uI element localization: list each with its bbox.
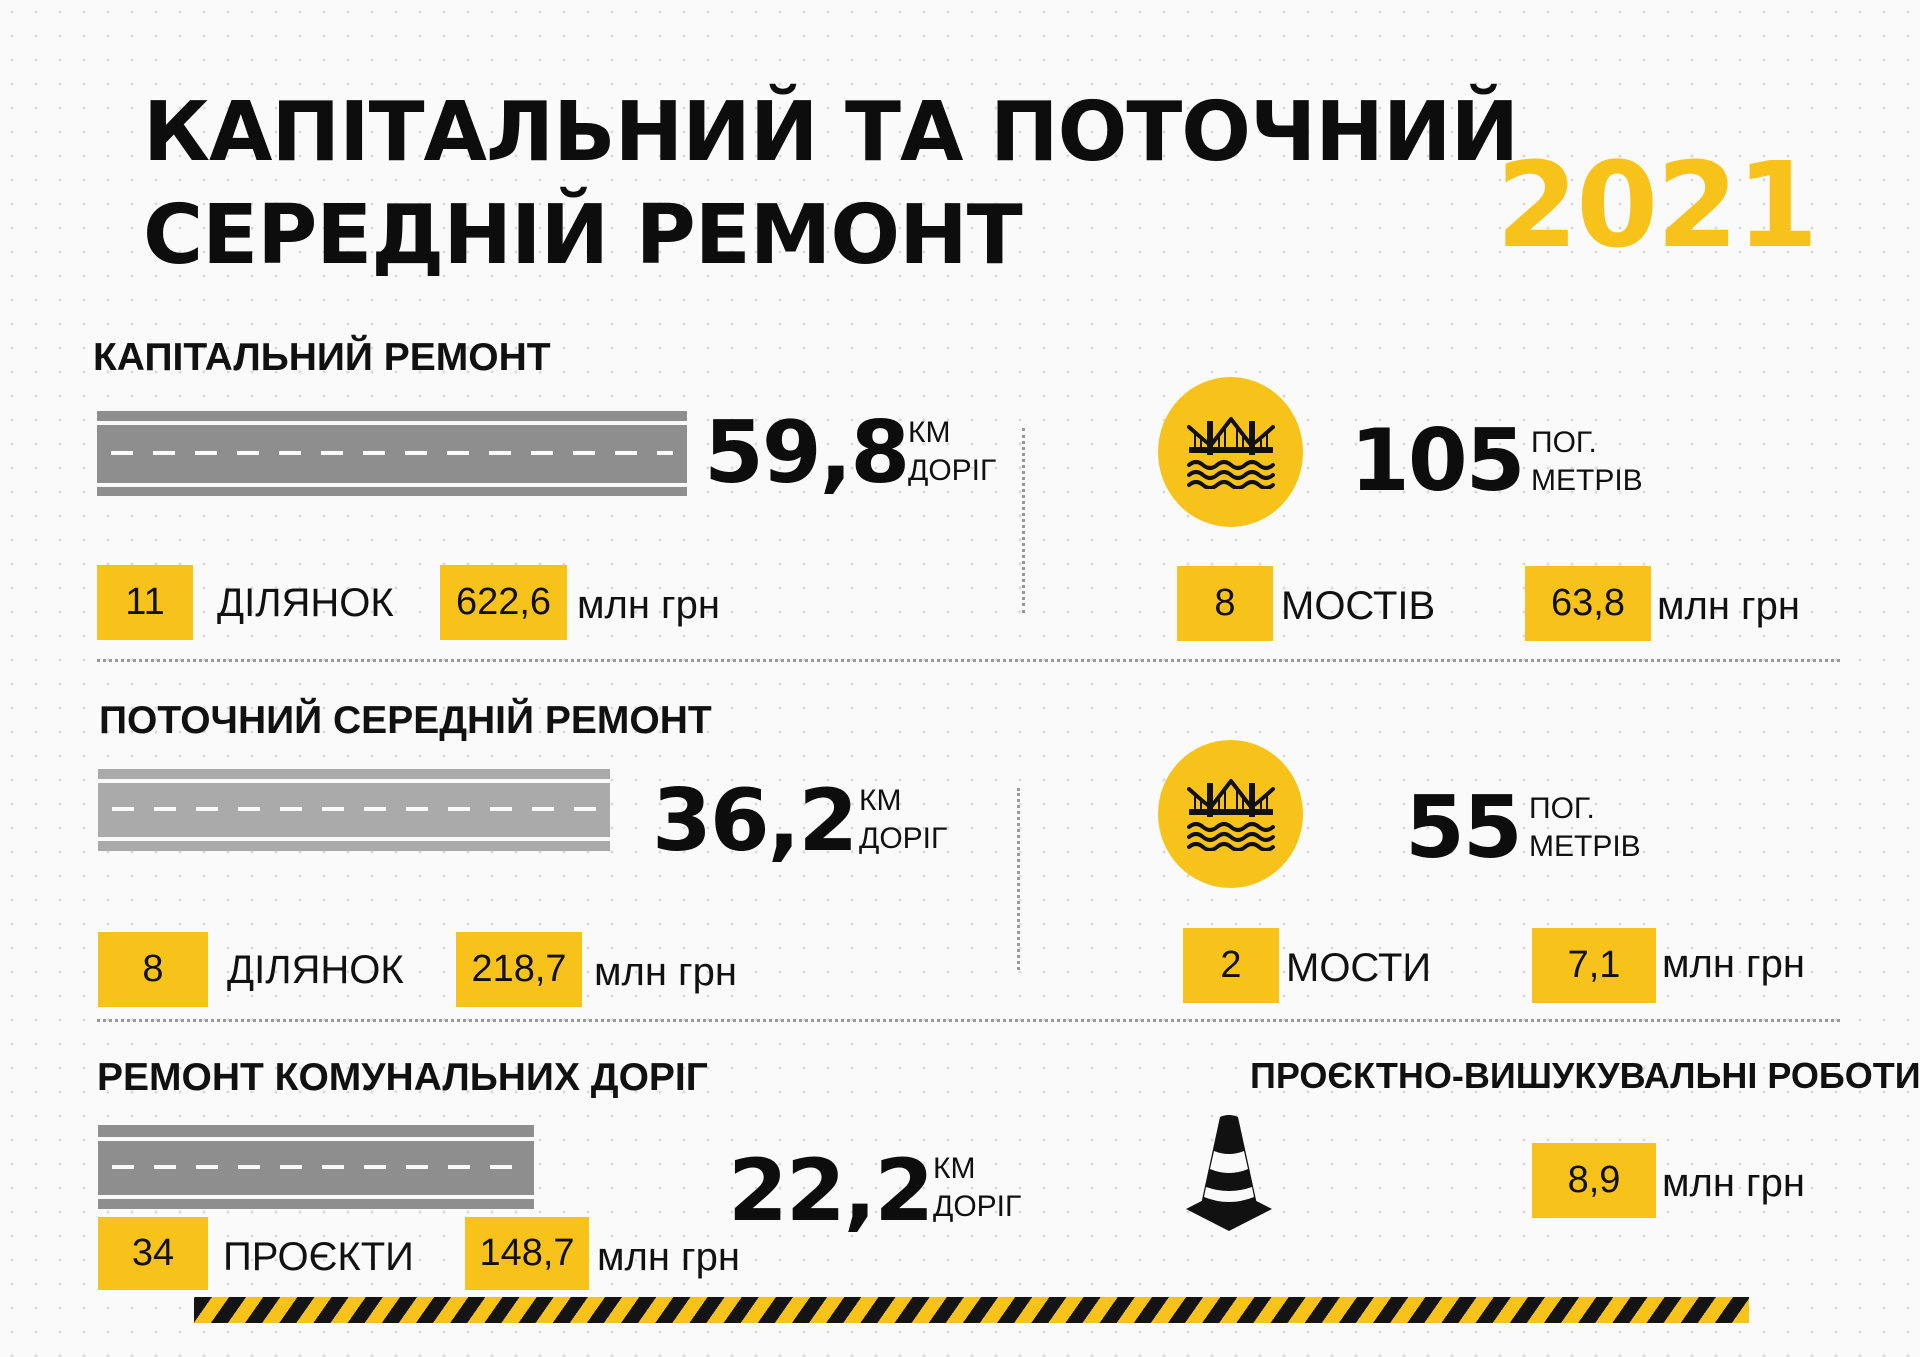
unit-linear: ПОГ. bbox=[1529, 792, 1595, 825]
communal-projects-cost-badge: 148,7 bbox=[465, 1217, 589, 1290]
unit-roads: ДОРІГ bbox=[908, 454, 997, 487]
traffic-cone-icon bbox=[1180, 1113, 1278, 1233]
current-bridges-count-badge: 2 bbox=[1183, 928, 1279, 1003]
current-sites-label: ДІЛЯНОК bbox=[227, 948, 404, 992]
page-title-line-2: СЕРЕДНІЙ РЕМОНТ bbox=[143, 188, 1023, 283]
current-sites-count-badge: 8 bbox=[98, 932, 208, 1007]
road-graphic bbox=[97, 411, 687, 496]
unit-meters: МЕТРІВ bbox=[1531, 464, 1643, 497]
communal-road-km-value: 22,2 bbox=[728, 1141, 934, 1241]
current-bridge-meters-value: 55 bbox=[1405, 778, 1523, 878]
capital-bridges-label: МОСТІВ bbox=[1281, 584, 1436, 628]
unit-km: КМ bbox=[908, 416, 951, 449]
unit-km: КМ bbox=[933, 1152, 976, 1185]
section-heading-capital: КАПІТАЛЬНИЙ РЕМОНТ bbox=[93, 336, 551, 379]
capital-bridges-count-badge: 8 bbox=[1177, 566, 1273, 641]
section-heading-current: ПОТОЧНИЙ СЕРЕДНІЙ РЕМОНТ bbox=[99, 699, 712, 742]
capital-road-km-unit: КМ ДОРІГ bbox=[908, 414, 996, 490]
capital-sites-label: ДІЛЯНОК bbox=[217, 581, 394, 625]
bridge-icon bbox=[1186, 417, 1275, 489]
communal-projects-cost-unit: млн грн bbox=[597, 1235, 740, 1279]
capital-road-km-value: 59,8 bbox=[704, 403, 910, 503]
communal-projects-count-badge: 34 bbox=[98, 1217, 208, 1290]
capital-sites-cost-badge: 622,6 bbox=[440, 565, 567, 640]
capital-sites-count-badge: 11 bbox=[97, 565, 193, 640]
current-bridges-cost-badge: 7,1 bbox=[1532, 928, 1656, 1003]
communal-projects-label: ПРОЄКТИ bbox=[223, 1235, 414, 1279]
bridge-badge bbox=[1158, 377, 1303, 527]
current-road-km-unit: КМ ДОРІГ bbox=[859, 782, 947, 858]
current-road-km-value: 36,2 bbox=[652, 771, 858, 871]
design-cost-unit: млн грн bbox=[1662, 1161, 1805, 1205]
capital-sites-cost-unit: млн грн bbox=[577, 583, 720, 627]
road-graphic bbox=[98, 1125, 534, 1209]
current-sites-cost-unit: млн грн bbox=[594, 950, 737, 994]
section-divider bbox=[97, 1019, 1840, 1022]
bridge-icon bbox=[1186, 779, 1275, 851]
capital-bridges-cost-unit: млн грн bbox=[1657, 584, 1800, 628]
unit-roads: ДОРІГ bbox=[933, 1190, 1022, 1223]
design-cost-badge: 8,9 bbox=[1532, 1143, 1656, 1218]
bridge-badge bbox=[1158, 740, 1303, 888]
unit-km: КМ bbox=[859, 784, 902, 817]
road-graphic bbox=[98, 769, 610, 851]
capital-bridge-meters-unit: ПОГ. МЕТРІВ bbox=[1531, 424, 1643, 500]
capital-bridge-meters-value: 105 bbox=[1350, 411, 1526, 511]
current-bridges-label: МОСТИ bbox=[1286, 946, 1432, 990]
current-sites-cost-badge: 218,7 bbox=[456, 932, 582, 1007]
unit-roads: ДОРІГ bbox=[859, 822, 948, 855]
capital-bridges-cost-badge: 63,8 bbox=[1525, 566, 1651, 641]
hazard-stripe bbox=[194, 1297, 1749, 1323]
section-heading-design: ПРОЄКТНО-ВИШУКУВАЛЬНІ РОБОТИ bbox=[1250, 1055, 1920, 1096]
section-divider bbox=[97, 659, 1840, 662]
current-bridges-cost-unit: млн грн bbox=[1662, 942, 1805, 986]
section-heading-communal: РЕМОНТ КОМУНАЛЬНИХ ДОРІГ bbox=[97, 1056, 708, 1099]
communal-road-km-unit: КМ ДОРІГ bbox=[933, 1150, 1021, 1226]
unit-meters: МЕТРІВ bbox=[1529, 830, 1641, 863]
unit-linear: ПОГ. bbox=[1531, 426, 1597, 459]
vertical-divider bbox=[1017, 788, 1020, 970]
vertical-divider bbox=[1022, 428, 1025, 613]
year-label: 2021 bbox=[1496, 136, 1818, 274]
page-title-line-1: КАПІТАЛЬНИЙ ТА ПОТОЧНИЙ bbox=[143, 85, 1519, 180]
current-bridge-meters-unit: ПОГ. МЕТРІВ bbox=[1529, 790, 1641, 866]
